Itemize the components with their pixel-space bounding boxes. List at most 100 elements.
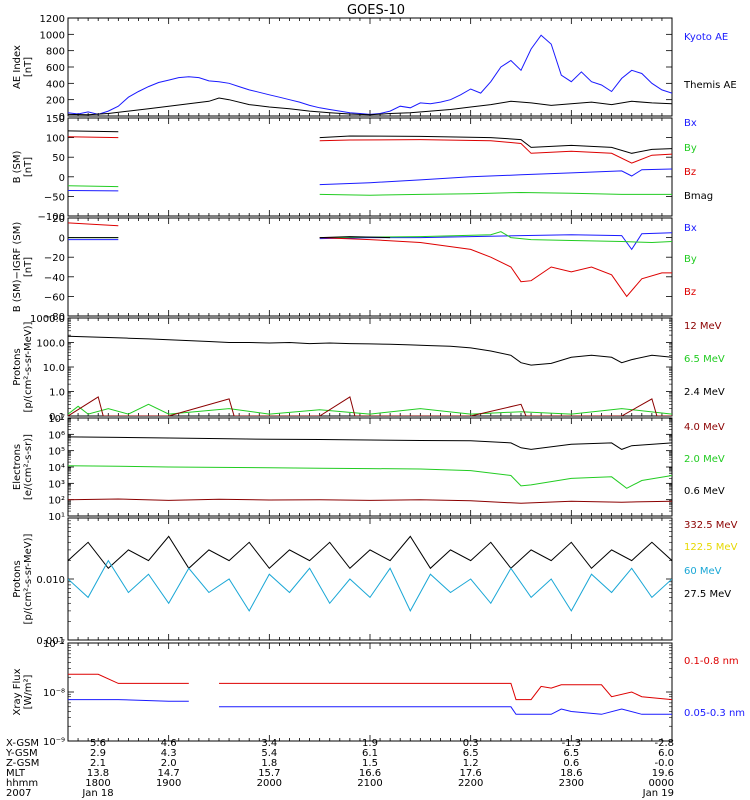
panel-4: 0.1 1.0 10.0 100.0 1000.0Protons[p/(cm²-s-sr… (12, 314, 725, 423)
y-tick-label: −40 (44, 273, 65, 284)
legend-label: 122.5 MeV (684, 542, 738, 553)
chart-title: GOES-10 (347, 3, 405, 18)
series-0-6-mev (68, 436, 672, 450)
series-60-mev (68, 559, 672, 612)
legend-label: 2.4 MeV (684, 387, 725, 398)
panel-3: −80 −60 −40 −20 0 20 B (SM)−IGRF (SM)[nT] Bx By B… (12, 214, 697, 323)
y-axis-label: Protons[p/(cm²-s-sr-MeV)] (12, 321, 34, 412)
row-label: hhmm (6, 778, 38, 789)
legend-label: 332.5 MeV (684, 520, 738, 531)
table-cell: 2.9 (90, 748, 106, 759)
panel-frame (67, 117, 673, 217)
y-tick-label: 10.0 (43, 363, 65, 374)
series-bz (68, 136, 672, 164)
y-tick-label: 10⁶ (48, 430, 65, 441)
table-cell: 6.0 (658, 748, 674, 759)
y-tick-label: 100 (46, 134, 65, 145)
table-cell: 1900 (156, 778, 181, 789)
table-cell: 4.3 (161, 748, 177, 759)
panel-1: 0 200 400 600 800 1000 1200 AE Index[nT] Kyoto A… (12, 14, 737, 123)
y-tick-label: 1000.0 (30, 314, 65, 325)
legend-label: Bz (684, 287, 696, 298)
table-cell: 1.2 (463, 758, 479, 769)
table-cell: Jan 19 (642, 788, 674, 799)
legend-label: 6.5 MeV (684, 354, 725, 365)
table-cell: 0.6 (563, 758, 579, 769)
panel-frame (67, 642, 673, 742)
y-tick-label: 10⁻⁹ (43, 737, 65, 748)
series-bx (68, 168, 672, 192)
series-0-05-0-3-nm (68, 699, 672, 715)
y-tick-label: 10⁵ (48, 447, 65, 458)
series-27-5-mev (68, 535, 672, 570)
legend-label: 12 MeV (684, 321, 722, 332)
y-tick-label: 10³ (48, 479, 65, 490)
table-cell: 3.4 (261, 738, 277, 749)
legend-label: By (684, 254, 697, 265)
row-label: X-GSM (6, 738, 39, 749)
legend-label: Bx (684, 118, 697, 129)
y-axis-label: B (SM)−IGRF (SM)[nT] (12, 222, 34, 313)
table-cell: 1.9 (362, 738, 378, 749)
y-tick-label: 400 (46, 79, 65, 90)
series-bmag (68, 236, 391, 239)
table-cell: 16.6 (359, 768, 381, 779)
y-tick-label: 50 (52, 153, 65, 164)
table-cell: -1.3 (562, 738, 582, 749)
series-themis-ae (68, 97, 672, 116)
y-axis-label: B (SM)[nT] (12, 150, 34, 183)
series-4-0-mev (68, 498, 672, 504)
table-cell: 2.0 (161, 758, 177, 769)
y-tick-label: −100 (38, 212, 65, 223)
y-tick-label: 200 (46, 96, 65, 107)
series-bz (68, 222, 672, 298)
legend-label: 60 MeV (684, 566, 722, 577)
legend-label: Bz (684, 167, 696, 178)
y-tick-label: −80 (44, 312, 65, 323)
y-tick-label: 100.0 (36, 339, 65, 350)
y-tick-label: 10⁻⁸ (43, 688, 65, 699)
series-0-1-0-8-nm (68, 673, 672, 701)
y-tick-label: 800 (46, 47, 65, 58)
y-tick-label: 0.010 (36, 575, 65, 586)
y-tick-label: −50 (44, 192, 65, 203)
y-tick-label: 10¹ (48, 512, 65, 523)
y-tick-label: 0 (59, 173, 65, 184)
y-tick-label: 0.001 (36, 636, 65, 647)
bottom-table: X-GSMY-GSMZ-GSMMLThhmm20075.62.92.113.81… (5, 738, 674, 799)
legend-label: 27.5 MeV (684, 589, 731, 600)
y-tick-label: 1.0 (49, 388, 65, 399)
panel-frame (67, 317, 673, 417)
table-cell: 5.4 (261, 748, 277, 759)
y-tick-label: 10⁷ (48, 414, 65, 425)
table-cell: 6.1 (362, 748, 378, 759)
y-axis-label: Electrons[e/(cm²-s-sr)] (12, 434, 34, 500)
table-cell: 1.5 (362, 758, 378, 769)
legend-label: Bx (684, 223, 697, 234)
table-cell: 13.8 (87, 768, 109, 779)
row-label: Y-GSM (5, 748, 38, 759)
y-tick-label: 1000 (40, 30, 65, 41)
series-2-4-mev (68, 335, 672, 366)
table-cell: -0.0 (654, 758, 674, 769)
y-tick-label: 0.1 (49, 412, 65, 423)
y-tick-label: 10⁻⁷ (43, 639, 65, 650)
y-tick-label: 0 (59, 234, 65, 245)
table-cell: -2.8 (654, 738, 674, 749)
table-cell: Jan 18 (81, 788, 113, 799)
table-cell: 17.6 (460, 768, 482, 779)
legend-label: By (684, 143, 697, 154)
panel-5: 10¹ 10² 10³ 10⁴ 10⁵ 10⁶ 10⁷ Electrons[e/(cm²-s-… (12, 414, 725, 523)
y-tick-label: 20 (52, 214, 65, 225)
table-cell: 15.7 (258, 768, 280, 779)
panel-frame (67, 17, 673, 117)
panel-frame (67, 217, 673, 317)
table-cell: 4.6 (161, 738, 177, 749)
table-cell: 6.5 (563, 748, 579, 759)
table-cell: 2200 (458, 778, 483, 789)
y-tick-label: 10⁴ (48, 463, 65, 474)
y-tick-label: −20 (44, 253, 65, 264)
legend-label: Bmag (684, 191, 713, 202)
